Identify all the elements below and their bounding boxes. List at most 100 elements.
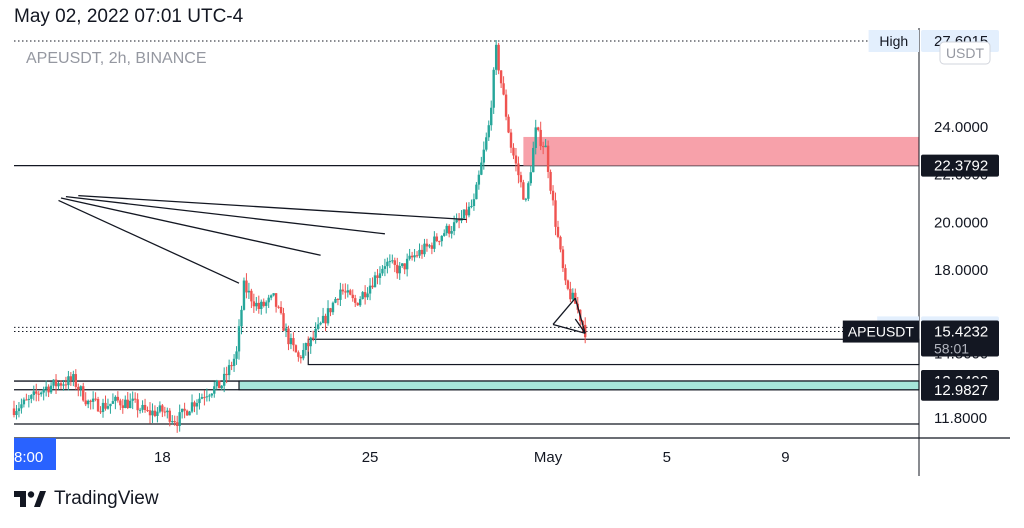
candle-body	[47, 386, 50, 393]
candle-body	[334, 298, 337, 303]
candle	[494, 40, 498, 75]
candle	[79, 385, 82, 397]
candle-body	[509, 132, 513, 148]
candle-body	[475, 184, 478, 200]
candle-body	[222, 373, 226, 386]
candle-body	[27, 398, 31, 400]
candle	[321, 307, 325, 324]
price-zones	[238, 136, 920, 391]
candle-body	[477, 174, 481, 185]
candle	[423, 238, 426, 257]
candle	[541, 141, 545, 155]
candle-body	[269, 295, 273, 298]
price-tag-high	[868, 30, 919, 52]
price-label-last	[921, 320, 999, 357]
candle	[178, 404, 181, 432]
trendline-3	[78, 194, 467, 221]
candle-body	[252, 301, 256, 307]
candle-body	[336, 298, 340, 300]
candle	[398, 262, 401, 280]
candle	[175, 415, 179, 433]
candle	[12, 400, 16, 418]
candle-body	[452, 222, 456, 232]
candle-body	[198, 398, 201, 404]
candle-body	[141, 404, 144, 410]
candle	[265, 300, 268, 314]
candle	[106, 398, 110, 410]
candle-body	[35, 391, 38, 394]
candle	[232, 354, 236, 372]
candle	[388, 254, 392, 269]
candle	[161, 404, 164, 418]
candle-body	[218, 380, 221, 389]
candle-body	[564, 268, 567, 281]
candle-body	[242, 280, 246, 310]
candle	[289, 333, 293, 350]
candle-body	[121, 405, 124, 408]
candle	[30, 394, 33, 404]
footer-brand: TradingView	[14, 488, 159, 510]
candle-body	[363, 292, 367, 298]
candle-body	[262, 301, 265, 306]
candle-body	[551, 190, 555, 201]
candle-body	[131, 398, 134, 401]
candle-body	[49, 385, 53, 393]
candle	[272, 293, 275, 297]
candle-body	[480, 162, 483, 175]
candle-body	[133, 398, 137, 400]
trendline-4	[552, 297, 576, 325]
price-chart[interactable]: 24.000022.000020.000018.000014.500011.80…	[0, 0, 1024, 480]
candle-body	[494, 44, 498, 70]
candle-body	[163, 411, 167, 413]
candle-body	[351, 294, 354, 299]
candle-body	[514, 155, 518, 164]
candle-body	[52, 379, 55, 386]
candle	[299, 355, 303, 364]
candle	[551, 185, 555, 206]
candle-body	[91, 398, 95, 402]
candle	[571, 288, 575, 301]
price-tag-text-high: High	[879, 33, 908, 49]
y-tick-label: 11.8000	[934, 410, 987, 427]
candle-body	[235, 351, 238, 359]
currency-badge-text: USDT	[946, 45, 985, 61]
candle	[42, 386, 45, 401]
candle	[284, 323, 288, 338]
candle-body	[401, 263, 404, 266]
candle-body	[420, 249, 424, 255]
candle	[316, 317, 320, 331]
candle	[54, 374, 58, 394]
candle-body	[119, 400, 122, 406]
candle-body	[272, 293, 275, 296]
candle-body	[487, 125, 490, 138]
candle	[304, 342, 307, 356]
candle-body	[485, 137, 488, 150]
candle-body	[42, 389, 45, 393]
candle-body	[472, 199, 476, 207]
price-tag-last	[842, 320, 919, 343]
candle-body	[339, 289, 342, 300]
candle-body	[15, 411, 18, 416]
candle-body	[292, 338, 295, 346]
candle-body	[349, 290, 352, 295]
candle-body	[210, 393, 214, 396]
candle-body	[502, 83, 505, 95]
candle	[213, 381, 216, 398]
candle	[403, 263, 406, 275]
candle-body	[274, 293, 278, 307]
candle-body	[284, 328, 288, 331]
candle	[329, 307, 332, 317]
candle-body	[344, 291, 347, 293]
candle	[292, 332, 295, 352]
candle	[386, 257, 389, 274]
candle-body	[225, 373, 228, 376]
candle-body	[519, 175, 523, 183]
candle	[428, 243, 431, 249]
candle-body	[104, 402, 107, 409]
candle	[27, 394, 31, 408]
candle	[64, 376, 68, 389]
candle	[381, 265, 384, 276]
candle	[415, 251, 419, 258]
candle	[391, 254, 394, 264]
candle-body	[522, 182, 525, 200]
